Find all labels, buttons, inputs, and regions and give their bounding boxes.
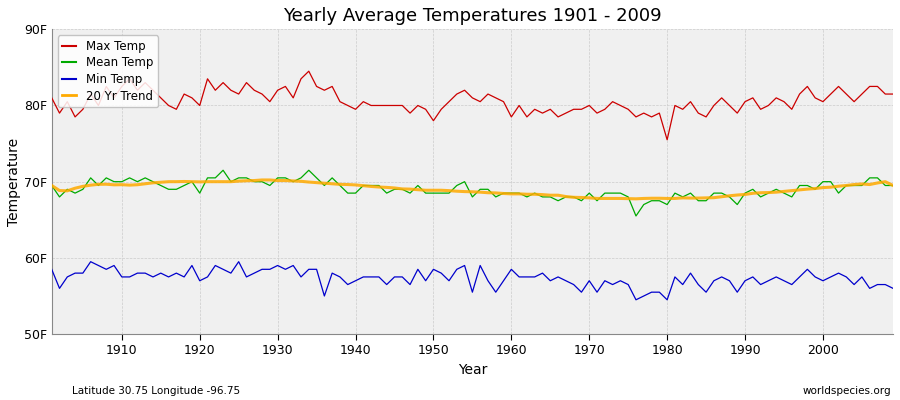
- Legend: Max Temp, Mean Temp, Min Temp, 20 Yr Trend: Max Temp, Mean Temp, Min Temp, 20 Yr Tre…: [58, 35, 158, 107]
- Title: Yearly Average Temperatures 1901 - 2009: Yearly Average Temperatures 1901 - 2009: [284, 7, 662, 25]
- Y-axis label: Temperature: Temperature: [7, 138, 21, 226]
- X-axis label: Year: Year: [458, 363, 487, 377]
- Text: Latitude 30.75 Longitude -96.75: Latitude 30.75 Longitude -96.75: [72, 386, 240, 396]
- Text: worldspecies.org: worldspecies.org: [803, 386, 891, 396]
